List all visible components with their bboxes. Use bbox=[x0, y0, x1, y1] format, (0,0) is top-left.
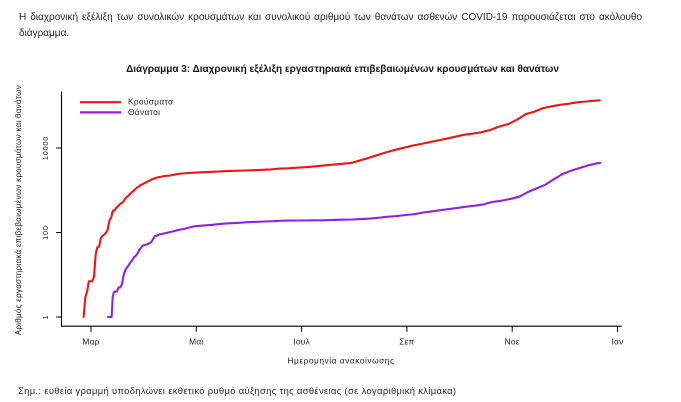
svg-text:Αριθμός εργαστηριακά επιβεβαιω: Αριθμός εργαστηριακά επιβεβαιωμένων κρου… bbox=[14, 85, 23, 335]
svg-text:Μαϊ: Μαϊ bbox=[189, 337, 204, 347]
svg-text:10000: 10000 bbox=[41, 136, 50, 160]
svg-text:Ημερομηνία ανακοίνωσης: Ημερομηνία ανακοίνωσης bbox=[288, 355, 395, 365]
svg-text:Σεπ: Σεπ bbox=[399, 337, 414, 347]
svg-text:1: 1 bbox=[41, 315, 50, 320]
svg-text:Θάνατοι: Θάνατοι bbox=[128, 107, 160, 117]
svg-text:Κρούσματα: Κρούσματα bbox=[128, 97, 173, 107]
svg-text:100: 100 bbox=[41, 225, 50, 240]
svg-text:Μαρ: Μαρ bbox=[82, 337, 99, 347]
svg-text:Νοε: Νοε bbox=[505, 337, 520, 347]
svg-text:Ιουλ: Ιουλ bbox=[293, 337, 310, 347]
svg-text:Ιαν: Ιαν bbox=[612, 337, 624, 347]
